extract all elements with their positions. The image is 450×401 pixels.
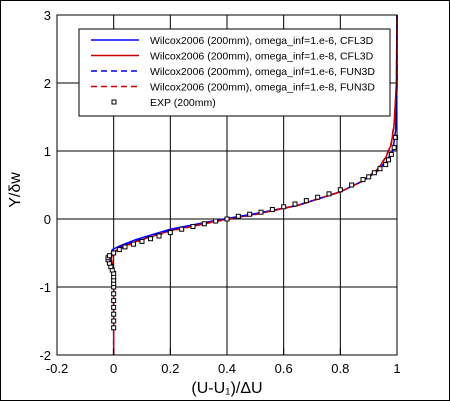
legend-label: Wilcox2006 (200mm), omega_inf=1.e-8, FUN… [150,82,375,94]
y-tick-label: 2 [44,76,51,91]
data-point [201,221,207,227]
data-point [281,204,287,210]
x-tick-label: 0.8 [331,361,349,376]
data-point [167,230,173,236]
data-point [391,145,397,151]
data-point [111,250,117,256]
data-point [258,209,264,215]
data-point [122,244,128,250]
legend-box [78,28,391,117]
x-tick-label: 0.2 [161,361,179,376]
data-point [247,211,253,217]
legend-label: Wilcox2006 (200mm), omega_inf=1.e-6, CFL… [150,35,374,47]
data-point [131,241,136,247]
data-point [383,162,389,168]
y-tick-label: 0 [44,212,51,227]
data-point [139,238,145,244]
legend-marker [111,99,117,105]
legend-item: Wilcox2006 (200mm), omega_inf=1.e-6, CFL… [91,35,374,47]
data-point [111,291,117,297]
data-point [235,213,241,219]
data-point [366,174,372,180]
data-point [156,233,162,239]
legend-item: Wilcox2006 (200mm), omega_inf=1.e-6, FUN… [91,66,375,78]
legend-label: Wilcox2006 (200mm), omega_inf=1.e-6, FUN… [150,66,375,78]
data-point [315,194,321,200]
series-layer [105,14,399,355]
legend-item: EXP (200mm) [111,97,216,109]
data-point [269,206,275,212]
data-point [106,253,112,259]
data-point [213,218,219,224]
data-point [393,134,399,140]
x-axis-label: (U-U₁)/ΔU [191,380,262,397]
data-point [190,223,196,229]
x-tick-label: 0.4 [218,361,236,376]
legend-label: EXP (200mm) [150,97,216,109]
data-point [360,177,366,183]
ticks: -0.2 0 0.2 0.4 0.6 0.8 1 -2 -1 0 1 2 3 [39,8,400,376]
legend-label: Wilcox2006 (200mm), omega_inf=1.e-8, CFL… [150,51,374,63]
y-axis-label: Y/δw [7,172,24,208]
data-point [326,191,332,197]
data-point [179,226,185,232]
data-point [148,236,153,242]
x-tick-label: 1 [393,361,400,376]
x-tick-label: -0.2 [46,361,68,376]
data-point [349,182,355,188]
data-point [111,318,117,324]
legend-item: Wilcox2006 (200mm), omega_inf=1.e-8, CFL… [91,51,374,63]
data-point [377,166,383,172]
y-tick-label: -2 [39,348,51,363]
data-point [292,201,298,207]
data-point [386,157,391,163]
data-point [388,151,394,157]
data-point [111,304,117,310]
data-point [337,187,343,193]
data-point [116,247,122,253]
series-exp-markers [105,134,399,331]
y-tick-label: 1 [44,144,51,159]
y-tick-label: -1 [39,280,51,295]
legend: Wilcox2006 (200mm), omega_inf=1.e-6, CFL… [78,28,391,117]
legend-item: Wilcox2006 (200mm), omega_inf=1.e-8, FUN… [91,82,375,94]
data-point [303,198,309,204]
x-tick-label: 0 [110,361,117,376]
data-point [111,298,117,304]
series-line-4 [110,14,398,355]
x-tick-label: 0.6 [275,361,293,376]
data-point [111,311,117,317]
data-point [224,216,230,222]
data-point [111,325,117,331]
y-tick-label: 3 [44,8,51,23]
data-point [371,170,377,176]
